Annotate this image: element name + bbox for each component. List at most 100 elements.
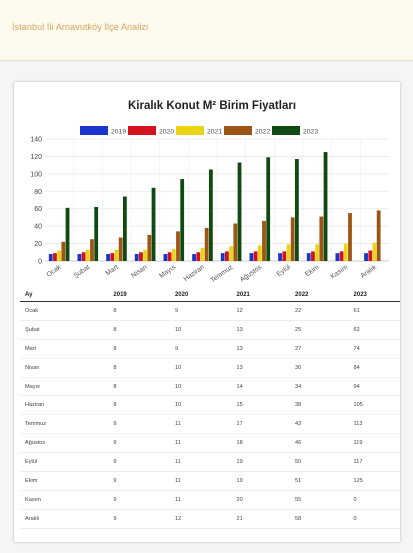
value-cell: 21 [236, 509, 296, 529]
table-row: Aralık 9 12 21 58 0 [20, 509, 400, 529]
bar [208, 169, 213, 261]
table-row: Kasım 9 11 20 55 0 [20, 490, 400, 510]
bar [57, 250, 62, 261]
value-cell: 58 [295, 509, 354, 529]
bar [151, 187, 156, 261]
month-cell: Nisan [20, 358, 114, 378]
table-row: Nisan 8 10 13 30 84 [20, 358, 400, 378]
value-cell: 8 [113, 358, 175, 378]
bar [335, 253, 340, 261]
value-cell: 11 [174, 433, 237, 454]
bar [139, 252, 143, 261]
chart-card: Kiralık Konut M² Birim Fiyatları 2019 202… [13, 81, 401, 543]
column-header: Ay [20, 289, 114, 302]
x-tick-label: Ağustos [239, 264, 264, 284]
table-header-row: Ay 2019 2020 2021 2022 2023 [20, 289, 400, 302]
legend-label: 2019 [111, 129, 126, 136]
x-tick-label: Kasım [329, 264, 349, 281]
table-row: Ocak 8 9 12 22 61 [20, 301, 400, 321]
value-cell: 10 [174, 358, 237, 378]
y-tick-label: 0 [38, 259, 42, 266]
y-tick-label: 80 [34, 189, 42, 196]
legend-swatch [128, 126, 156, 135]
value-cell: 11 [174, 414, 237, 435]
value-cell: 25 [295, 320, 354, 340]
y-tick-label: 120 [30, 154, 42, 161]
legend-swatch [80, 126, 108, 135]
bar [163, 254, 168, 261]
bar [323, 152, 328, 261]
month-cell: Ağustos [20, 433, 114, 454]
bar [48, 254, 53, 261]
bar [319, 216, 324, 261]
month-cell: Eylül [20, 452, 114, 473]
table-row: Ekim 9 11 19 51 125 [20, 471, 400, 491]
value-cell: 9 [113, 490, 175, 510]
value-cell: 8 [113, 339, 175, 359]
value-cell: 20 [236, 490, 296, 510]
bar [237, 162, 242, 261]
y-axis: 0 20 40 60 80 100 120 140 [30, 137, 42, 266]
bar [220, 253, 225, 261]
x-tick-label: Mart [105, 264, 120, 278]
bar [90, 239, 94, 261]
value-cell: 14 [236, 377, 296, 397]
bar [81, 252, 86, 261]
table-row: Şubat 8 10 13 25 62 [20, 320, 400, 340]
value-cell: 9 [113, 452, 175, 473]
value-cell: 46 [295, 433, 354, 454]
value-cell: 8 [113, 301, 175, 321]
legend-swatch [272, 126, 300, 135]
value-cell: 8 [113, 395, 175, 416]
x-tick-label: Haziran [183, 264, 206, 283]
y-tick-label: 100 [30, 171, 42, 178]
value-cell: 9 [113, 471, 175, 491]
table-body: Ocak 8 9 12 22 61 Şubat 8 10 13 25 62 Mart 8 9 13 27 74 Ni… [20, 301, 400, 529]
bar [286, 244, 291, 261]
month-cell: Temmuz [20, 414, 114, 435]
legend-swatch [176, 126, 204, 135]
bar [372, 242, 377, 261]
table-row: Mayıs 8 10 14 34 94 [20, 377, 400, 397]
x-tick-label: Ocak [45, 264, 63, 279]
value-cell: 13 [236, 358, 296, 378]
bar [85, 249, 90, 261]
bar [278, 253, 282, 261]
bar [368, 250, 373, 261]
bar [225, 251, 229, 261]
value-cell: 13 [236, 339, 296, 359]
bar [171, 248, 176, 261]
column-header: 2021 [236, 289, 296, 302]
legend-label: 2020 [159, 129, 174, 136]
value-cell: 34 [295, 377, 354, 397]
value-cell: 94 [353, 377, 400, 397]
bar [311, 251, 315, 261]
value-cell: 10 [174, 320, 237, 340]
value-cell: 10 [174, 377, 237, 397]
bar [282, 251, 287, 261]
bar [77, 254, 82, 261]
bar [306, 253, 311, 261]
value-cell: 43 [295, 414, 354, 435]
bar [134, 254, 139, 261]
x-tick-label: Eylül [276, 264, 292, 278]
column-header: 2023 [353, 289, 400, 302]
value-cell: 11 [174, 471, 237, 491]
value-cell: 113 [353, 414, 400, 435]
value-cell: 17 [236, 414, 296, 435]
value-cell: 13 [236, 320, 296, 340]
column-header: 2020 [174, 289, 237, 302]
bar [122, 196, 127, 261]
month-cell: Ocak [20, 301, 114, 321]
value-cell: 55 [295, 490, 354, 510]
x-tick-label: Şubat [73, 264, 92, 280]
value-cell: 50 [295, 452, 354, 473]
bar [147, 234, 152, 261]
month-cell: Kasım [20, 490, 114, 510]
chart-legend: 2019 2020 2021 2022 2023 [80, 126, 318, 136]
value-cell: 11 [174, 490, 237, 510]
value-cell: 9 [113, 433, 175, 454]
y-tick-label: 60 [34, 206, 42, 213]
chart-grid [45, 138, 389, 262]
bar [192, 254, 196, 261]
